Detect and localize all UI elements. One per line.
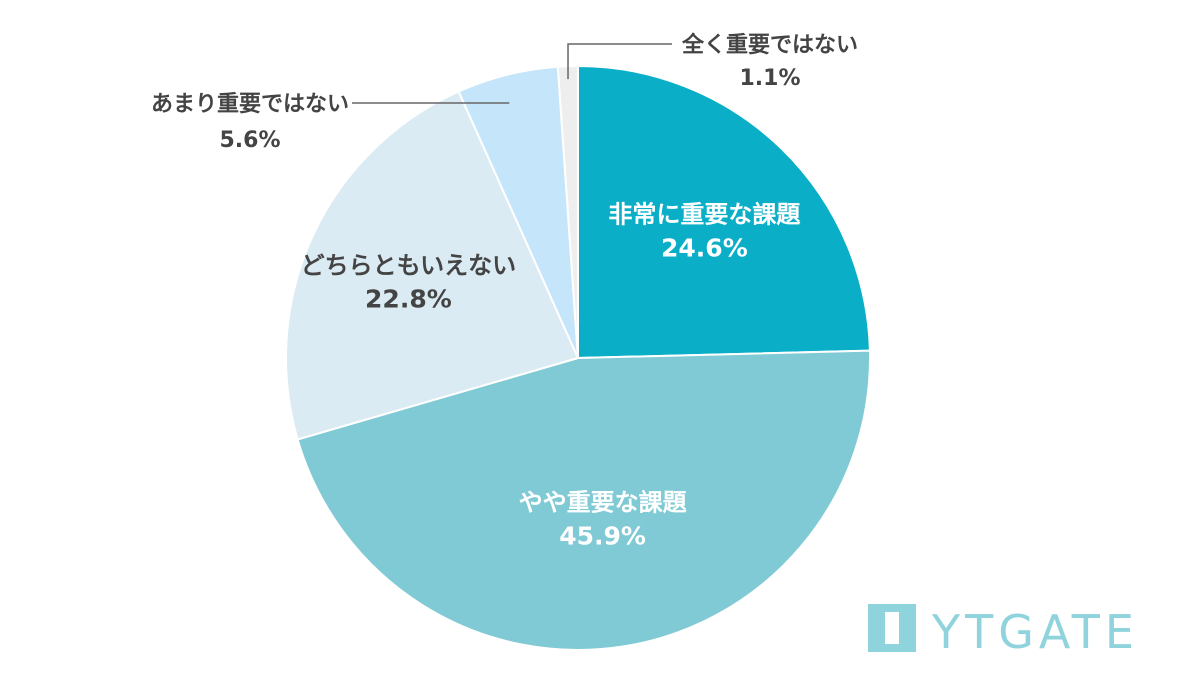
pie-slice [285,90,580,441]
slice-category-label: 全く重要ではない [681,32,858,58]
pie-labels: 非常に重要な課題 24.6% やや重要な課題 45.9% どちらともいえない 22.8% あ… [151,32,858,551]
pie-slices [285,64,871,651]
slice-category-label: やや重要な課題 [519,489,688,517]
slice-category-label: どちらともいえない [301,251,517,279]
slice-value-label: 22.8% [365,284,452,313]
slice-value-label: 45.9% [559,522,646,551]
slice-value-label: 24.6% [661,233,748,262]
pie-slice [296,349,871,651]
door-icon [868,604,916,652]
pie-slice [577,64,871,360]
brand-name: YTGATE [931,605,1139,659]
slice-category-label: 非常に重要な課題 [608,200,801,228]
slice-value-label: 1.1% [739,66,800,91]
slice-category-label: あまり重要ではない [151,92,349,117]
slice-value-label: 5.6% [219,128,280,153]
leader-line [567,43,672,80]
brand-logo: YTGATE [868,604,1139,659]
